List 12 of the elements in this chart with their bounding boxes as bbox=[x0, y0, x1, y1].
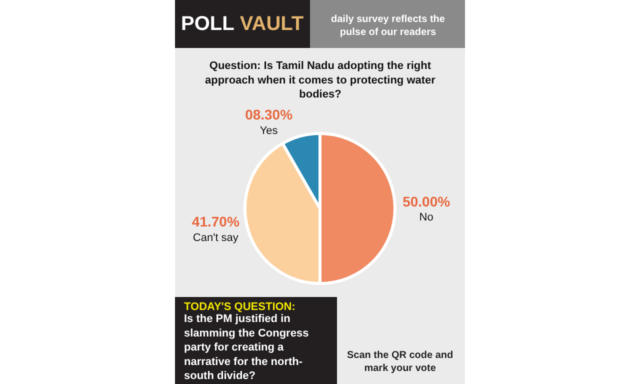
slice-label: No bbox=[419, 212, 434, 224]
data-label: 50.00% bbox=[402, 193, 451, 210]
text: Is the PM justified in slamming the Congress party for creating a narrative for the north-south divide? bbox=[184, 313, 309, 382]
text: TODAY'S QUESTION: bbox=[184, 301, 296, 313]
text: Scan the QR code and mark your vote bbox=[347, 350, 454, 374]
chart-subtitle: daily survey reflects the pulse of our readers bbox=[331, 14, 446, 38]
slice-label: Yes bbox=[260, 125, 278, 138]
text: Question: Is Tamil Nadu adopting the right approach when it comes to protecting water bodies? bbox=[205, 60, 436, 101]
slice-label: Can't say bbox=[192, 232, 239, 244]
data-label: 08.30% bbox=[245, 106, 294, 123]
chart-title: POLL VAULT bbox=[181, 13, 304, 35]
data-label: 41.70% bbox=[192, 214, 240, 230]
